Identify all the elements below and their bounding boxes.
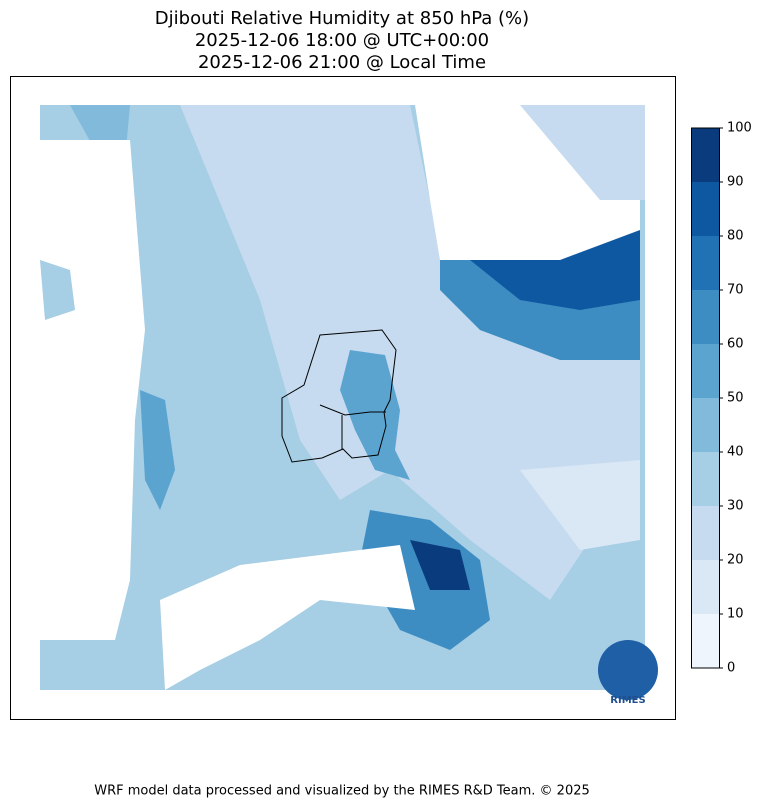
map-frame xyxy=(10,76,676,720)
no-data xyxy=(415,105,640,260)
colorbar-tick-label: 60 xyxy=(727,337,744,352)
humidity-area xyxy=(140,390,175,510)
footer: WRF model data processed and visualized … xyxy=(94,784,590,799)
colorbar-tick-label: 40 xyxy=(727,445,744,460)
logo-text: RIMES xyxy=(610,695,645,706)
humidity-area xyxy=(470,230,640,310)
humidity-area xyxy=(520,460,640,550)
colorbar-level xyxy=(691,128,719,182)
colorbar: 0 10 20 30 40 50 60 70 80 90 100 xyxy=(691,121,752,676)
humidity-area xyxy=(410,540,470,590)
colorbar-tick-label: 20 xyxy=(727,553,744,568)
map: RIMES xyxy=(10,76,676,720)
colorbar-tick-label: 10 xyxy=(727,607,744,622)
colorbar-tick-label: 50 xyxy=(727,391,744,406)
colorbar-level xyxy=(691,506,719,560)
colorbar-tick-label: 100 xyxy=(727,121,752,136)
colorbar-level xyxy=(691,236,719,290)
colorbar-tick-label: 30 xyxy=(727,499,744,514)
no-data xyxy=(40,140,145,640)
colorbar-tick-label: 90 xyxy=(727,175,744,190)
country-border xyxy=(281,329,397,463)
title-line: 2025-12-06 18:00 @ UTC+00:00 xyxy=(195,30,489,51)
colorbar-tick-label: 70 xyxy=(727,283,744,298)
title-line: Djibouti Relative Humidity at 850 hPa (%… xyxy=(155,8,529,29)
humidity-area xyxy=(360,510,490,650)
colorbar-tick-label: 0 xyxy=(727,661,735,676)
humidity-area xyxy=(40,260,75,320)
no-data xyxy=(160,545,415,690)
colorbar-level xyxy=(691,614,719,668)
colorbar-level xyxy=(691,344,719,398)
colorbar-level xyxy=(691,452,719,506)
colorbar-level xyxy=(691,398,719,452)
logo-emblem xyxy=(598,640,658,700)
humidity-area xyxy=(520,105,645,200)
colorbar-level xyxy=(691,290,719,344)
colorbar-level xyxy=(691,560,719,614)
colorbar-level xyxy=(691,182,719,236)
colorbar-tick-label: 80 xyxy=(727,229,744,244)
title-line: 2025-12-06 21:00 @ Local Time xyxy=(198,52,486,73)
